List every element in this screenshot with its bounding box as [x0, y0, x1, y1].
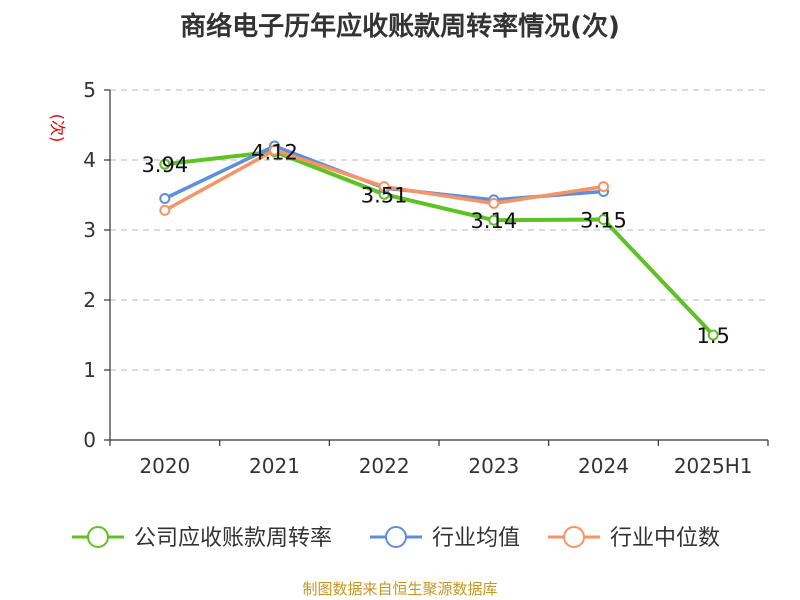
series-line	[162, 149, 716, 337]
x-tick-label: 2021	[249, 454, 300, 478]
data-label: 3.15	[580, 209, 627, 233]
legend-label: 行业中位数	[610, 526, 720, 551]
data-point	[159, 193, 171, 204]
data-point	[269, 144, 280, 156]
data-label: 3.14	[470, 209, 517, 233]
chart-title: 商络电子历年应收账款周转率情况(次)	[180, 12, 620, 42]
data-point	[159, 158, 171, 170]
legend-label: 公司应收账款周转率	[134, 526, 332, 551]
data-point	[488, 214, 500, 226]
data-point	[598, 181, 609, 193]
legend-marker	[563, 526, 585, 548]
y-tick-label: 3	[83, 218, 96, 242]
data-point	[159, 204, 171, 216]
data-point	[378, 181, 390, 193]
source-note: 制图数据来自恒生聚源数据库	[302, 580, 498, 598]
y-axis-label: (次)	[48, 114, 67, 143]
series-lines	[159, 140, 719, 341]
y-tick-label: 0	[83, 428, 96, 452]
y-tick-label: 1	[83, 358, 96, 382]
data-label: 4.12	[251, 141, 298, 165]
x-tick-label: 2022	[359, 454, 410, 478]
y-tick-label: 5	[83, 78, 96, 102]
legend-marker	[87, 526, 109, 548]
x-tick-label: 2023	[468, 454, 519, 478]
data-point	[488, 197, 500, 209]
data-label: 1.5	[696, 324, 729, 348]
x-tick-label: 2025H1	[674, 454, 753, 478]
data-label: 3.94	[141, 153, 188, 177]
y-tick-label: 2	[83, 288, 96, 312]
x-tick-label: 2020	[139, 454, 190, 478]
data-point	[598, 214, 609, 225]
y-tick-label: 4	[83, 148, 96, 172]
grid-lines	[110, 89, 768, 371]
data-label: 3.51	[361, 183, 408, 207]
data-labels: 3.94 4.12 3.51 3.14 3.15 1.5	[141, 141, 729, 348]
legend-marker	[385, 526, 407, 548]
legend-label: 行业均值	[432, 526, 520, 551]
legend: 公司应收账款周转率 行业均值 行业中位数	[72, 526, 720, 551]
data-point	[707, 329, 719, 341]
x-tick-label: 2024	[578, 454, 629, 478]
axes: 0 1 2 3 4 5 2020 2021 2022 2023 2024 2025H1	[83, 78, 769, 478]
